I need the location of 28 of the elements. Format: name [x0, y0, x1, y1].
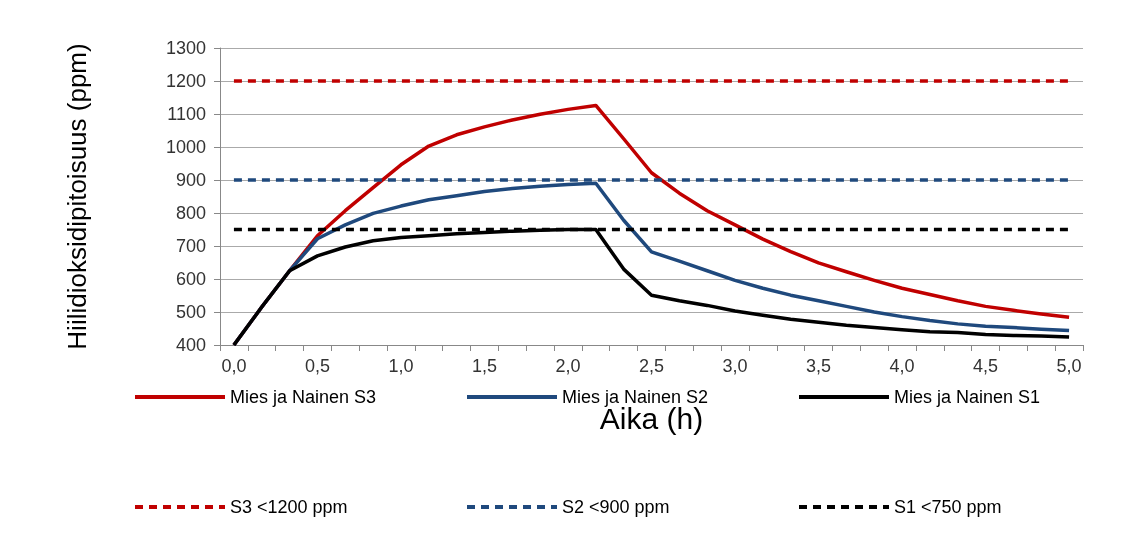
- x-tick-label: 1,5: [471, 356, 497, 376]
- y-tick-label: 500: [175, 302, 206, 322]
- y-tick-label: 700: [175, 236, 206, 256]
- x-tick-label: 4,0: [889, 356, 915, 376]
- x-tick-label: 0,5: [304, 356, 330, 376]
- x-tick-label: 4,5: [973, 356, 999, 376]
- legend-label: Mies ja Nainen S1: [894, 387, 1041, 407]
- y-tick-label: 600: [175, 269, 206, 289]
- legend-label: Mies ja Nainen S3: [230, 387, 377, 407]
- y-tick-label: 1200: [165, 71, 206, 91]
- y-tick-label: 900: [175, 170, 206, 190]
- y-tick-label: 1100: [167, 104, 206, 124]
- y-tick-label: 400: [175, 335, 206, 355]
- legend-label: S3 <1200 ppm: [230, 497, 348, 517]
- x-tick-label: 3,5: [806, 356, 832, 376]
- line-series: [232, 227, 1071, 347]
- y-axis-title: Hiilidioksidipitoisuus (ppm): [62, 43, 92, 350]
- y-tick-label: 800: [175, 203, 206, 223]
- legend-label: S1 <750 ppm: [894, 497, 1002, 517]
- x-tick-label: 5,0: [1056, 356, 1082, 376]
- x-tick-label: 2,0: [555, 356, 581, 376]
- legend-label: S2 <900 ppm: [562, 497, 670, 517]
- x-tick-label: 2,5: [638, 356, 665, 376]
- y-tick-label: 1000: [165, 137, 206, 157]
- x-tick-label: 3,0: [722, 356, 748, 376]
- x-tick-label: 1,0: [388, 356, 414, 376]
- y-tick-label: 1300: [165, 38, 206, 58]
- x-tick-label: 0,0: [221, 356, 247, 376]
